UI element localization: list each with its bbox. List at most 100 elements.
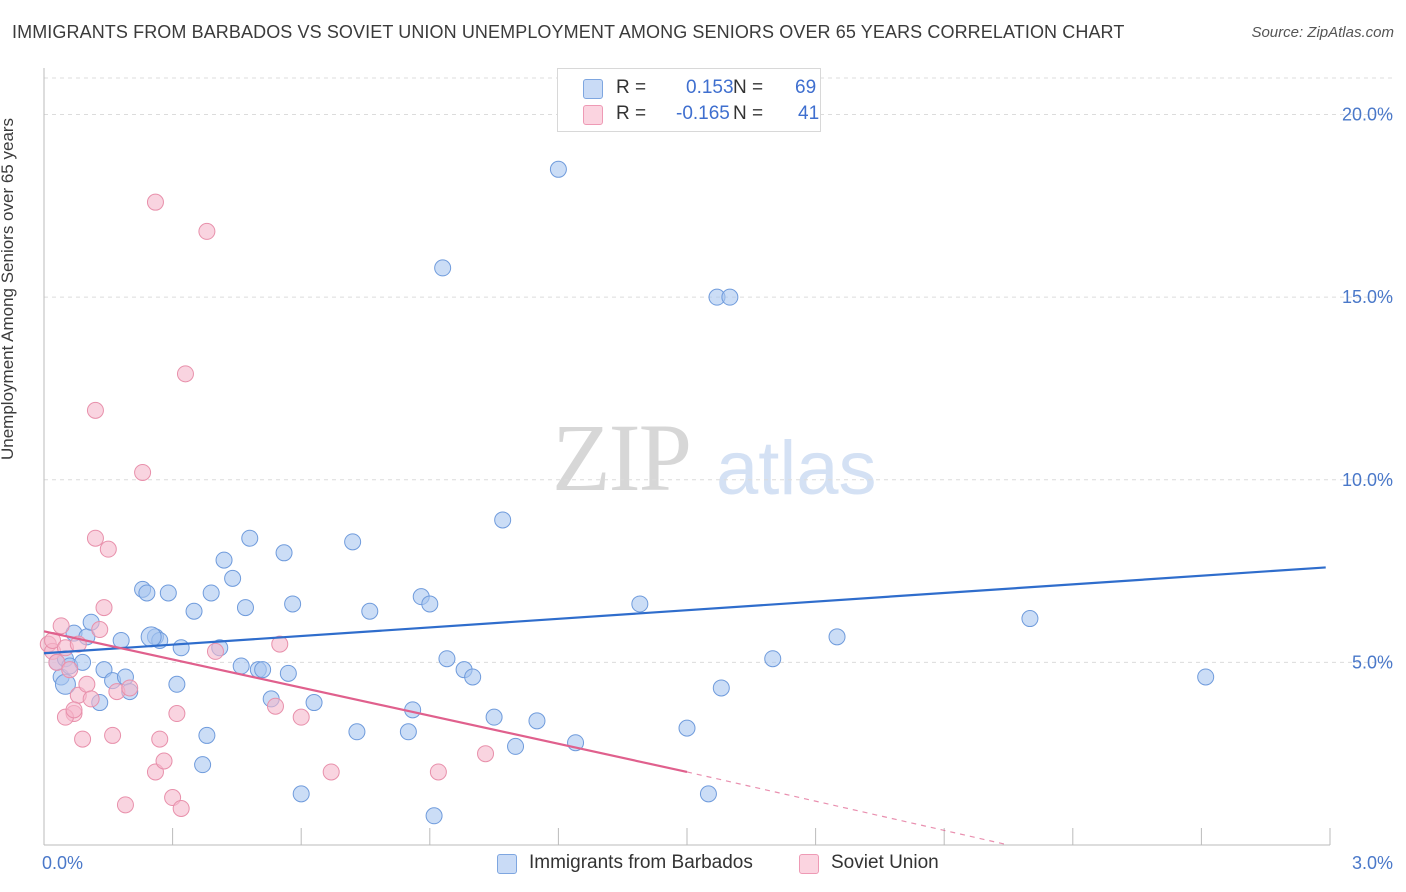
point-barbados bbox=[292, 785, 310, 803]
point-barbados bbox=[434, 259, 452, 277]
grid-lines bbox=[44, 77, 1394, 663]
point-barbados bbox=[712, 679, 730, 697]
point-barbados bbox=[275, 544, 293, 562]
y-tick-label: 10.0% bbox=[1342, 470, 1393, 490]
point-barbados bbox=[464, 668, 482, 686]
point-barbados bbox=[159, 584, 177, 602]
point-barbados bbox=[344, 533, 362, 551]
point-barbados bbox=[305, 694, 323, 712]
point-soviet bbox=[61, 661, 79, 679]
point-soviet bbox=[74, 730, 92, 748]
point-barbados bbox=[232, 657, 250, 675]
legend-n-value: 41 bbox=[798, 103, 820, 124]
trend-lines bbox=[43, 566, 1326, 846]
point-barbados bbox=[631, 595, 649, 613]
legend-r-label: R = bbox=[616, 77, 647, 98]
point-barbados bbox=[678, 719, 696, 737]
point-barbados bbox=[1197, 668, 1215, 686]
series-barbados-points bbox=[48, 160, 1215, 825]
point-barbados bbox=[828, 628, 846, 646]
point-soviet bbox=[477, 745, 495, 763]
tick-labels: 5.0% 10.0% 15.0% 20.0% 0.0% 3.0% bbox=[42, 105, 1393, 873]
point-barbados bbox=[721, 288, 739, 306]
point-soviet bbox=[52, 617, 70, 635]
y-tick-label: 15.0% bbox=[1342, 287, 1393, 307]
point-soviet bbox=[172, 799, 190, 817]
point-soviet bbox=[176, 365, 194, 383]
legend-swatch-barbados bbox=[497, 854, 517, 874]
point-barbados bbox=[254, 661, 272, 679]
trend-line-soviet bbox=[43, 630, 688, 774]
point-soviet bbox=[168, 705, 186, 723]
trend-line-barbados bbox=[43, 566, 1326, 655]
watermark-atlas: atlas bbox=[716, 426, 877, 511]
legend-swatch-soviet bbox=[799, 854, 819, 874]
point-barbados bbox=[138, 584, 156, 602]
legend-r-value: 0.153 bbox=[686, 77, 734, 98]
point-soviet bbox=[155, 752, 173, 770]
point-soviet bbox=[48, 653, 66, 671]
point-soviet bbox=[271, 635, 289, 653]
point-barbados bbox=[215, 551, 233, 569]
legend-swatch-soviet bbox=[583, 105, 603, 125]
legend-label-soviet: Soviet Union bbox=[831, 852, 939, 873]
legend-swatch-barbados bbox=[583, 79, 603, 99]
point-barbados bbox=[549, 160, 567, 178]
point-soviet bbox=[151, 730, 169, 748]
legend-n-label: N = bbox=[733, 77, 764, 98]
correlation-legend: R = 0.153 N = 69 R = -0.165 N = 41 bbox=[557, 68, 821, 132]
point-barbados bbox=[1021, 610, 1039, 628]
point-barbados bbox=[236, 599, 254, 617]
point-barbados bbox=[507, 737, 525, 755]
x-tick-label: 3.0% bbox=[1352, 853, 1393, 873]
point-barbados bbox=[361, 602, 379, 620]
point-barbados bbox=[279, 664, 297, 682]
point-soviet bbox=[198, 222, 216, 240]
source-credit: Source: ZipAtlas.com bbox=[1251, 24, 1394, 41]
point-soviet bbox=[82, 690, 100, 708]
point-barbados bbox=[185, 602, 203, 620]
point-soviet bbox=[322, 763, 340, 781]
point-barbados bbox=[194, 756, 212, 774]
watermark-zip: ZIP bbox=[552, 404, 692, 511]
trend-line-soviet-extrapolated bbox=[686, 771, 1009, 846]
x-tick-label: 0.0% bbox=[42, 853, 83, 873]
point-soviet bbox=[99, 540, 117, 558]
point-soviet bbox=[429, 763, 447, 781]
point-barbados bbox=[168, 675, 186, 693]
axes bbox=[43, 68, 1331, 846]
point-soviet bbox=[266, 697, 284, 715]
point-soviet bbox=[121, 679, 139, 697]
point-soviet bbox=[65, 701, 83, 719]
point-barbados bbox=[425, 807, 443, 825]
point-barbados bbox=[699, 785, 717, 803]
point-barbados bbox=[241, 529, 259, 547]
point-barbados bbox=[198, 726, 216, 744]
y-tick-label: 5.0% bbox=[1352, 652, 1393, 672]
point-soviet bbox=[104, 726, 122, 744]
point-barbados bbox=[494, 511, 512, 529]
point-soviet bbox=[95, 599, 113, 617]
point-soviet bbox=[206, 642, 224, 660]
point-soviet bbox=[91, 621, 109, 639]
point-soviet bbox=[78, 675, 96, 693]
point-barbados bbox=[438, 650, 456, 668]
legend-n-label: N = bbox=[733, 103, 764, 124]
point-barbados bbox=[74, 653, 92, 671]
legend-r-label: R = bbox=[616, 103, 647, 124]
point-soviet bbox=[134, 463, 152, 481]
legend-n-value: 69 bbox=[795, 77, 817, 98]
point-soviet bbox=[86, 401, 104, 419]
series-soviet-points bbox=[39, 193, 495, 817]
point-barbados bbox=[764, 650, 782, 668]
point-soviet bbox=[116, 796, 134, 814]
point-soviet bbox=[292, 708, 310, 726]
chart-title: IMMIGRANTS FROM BARBADOS VS SOVIET UNION… bbox=[12, 22, 1125, 42]
legend-r-value: -0.165 bbox=[676, 103, 730, 124]
point-barbados bbox=[224, 569, 242, 587]
y-tick-label: 20.0% bbox=[1342, 105, 1393, 125]
point-barbados bbox=[202, 584, 220, 602]
point-soviet bbox=[86, 529, 104, 547]
point-barbados bbox=[399, 723, 417, 741]
